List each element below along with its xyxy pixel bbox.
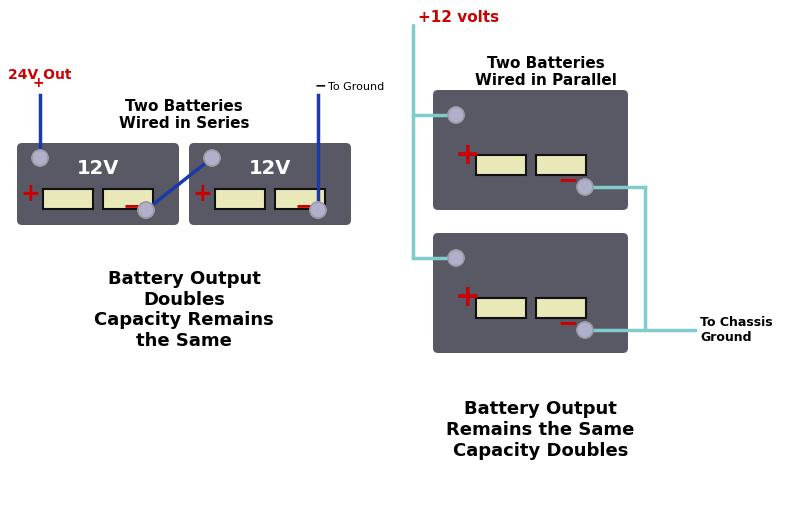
Text: −: − <box>558 311 578 335</box>
Circle shape <box>577 179 593 195</box>
Text: Battery Output
Doubles
Capacity Remains
the Same: Battery Output Doubles Capacity Remains … <box>94 270 274 350</box>
FancyBboxPatch shape <box>433 90 628 210</box>
Text: Two Batteries
Wired in Parallel: Two Batteries Wired in Parallel <box>474 56 617 88</box>
Circle shape <box>32 150 48 166</box>
Circle shape <box>138 202 154 218</box>
Text: 24V Out: 24V Out <box>8 68 71 82</box>
FancyBboxPatch shape <box>275 189 325 209</box>
Text: +: + <box>20 182 40 206</box>
FancyBboxPatch shape <box>475 298 526 318</box>
FancyBboxPatch shape <box>103 189 153 209</box>
FancyBboxPatch shape <box>475 155 526 175</box>
Text: +: + <box>192 182 212 206</box>
Circle shape <box>204 150 220 166</box>
Text: +: + <box>455 284 481 312</box>
Circle shape <box>448 250 464 266</box>
FancyBboxPatch shape <box>535 298 586 318</box>
FancyBboxPatch shape <box>189 143 351 225</box>
FancyBboxPatch shape <box>535 155 586 175</box>
FancyBboxPatch shape <box>433 233 628 353</box>
Circle shape <box>577 322 593 338</box>
Text: To Ground: To Ground <box>328 82 384 92</box>
Text: −: − <box>294 194 314 218</box>
Text: +12 volts: +12 volts <box>418 11 499 25</box>
Text: 12V: 12V <box>77 158 119 177</box>
Text: −: − <box>558 168 578 192</box>
Text: Battery Output
Remains the Same
Capacity Doubles: Battery Output Remains the Same Capacity… <box>446 400 634 460</box>
Text: 12V: 12V <box>249 158 291 177</box>
Text: −: − <box>122 194 142 218</box>
FancyBboxPatch shape <box>43 189 93 209</box>
Text: Two Batteries
Wired in Series: Two Batteries Wired in Series <box>118 99 250 131</box>
FancyBboxPatch shape <box>215 189 265 209</box>
Text: −: − <box>314 78 326 92</box>
Circle shape <box>448 107 464 123</box>
Text: +: + <box>32 76 44 90</box>
Text: To Chassis
Ground: To Chassis Ground <box>700 316 773 344</box>
FancyBboxPatch shape <box>17 143 179 225</box>
Circle shape <box>310 202 326 218</box>
Text: +: + <box>455 140 481 169</box>
